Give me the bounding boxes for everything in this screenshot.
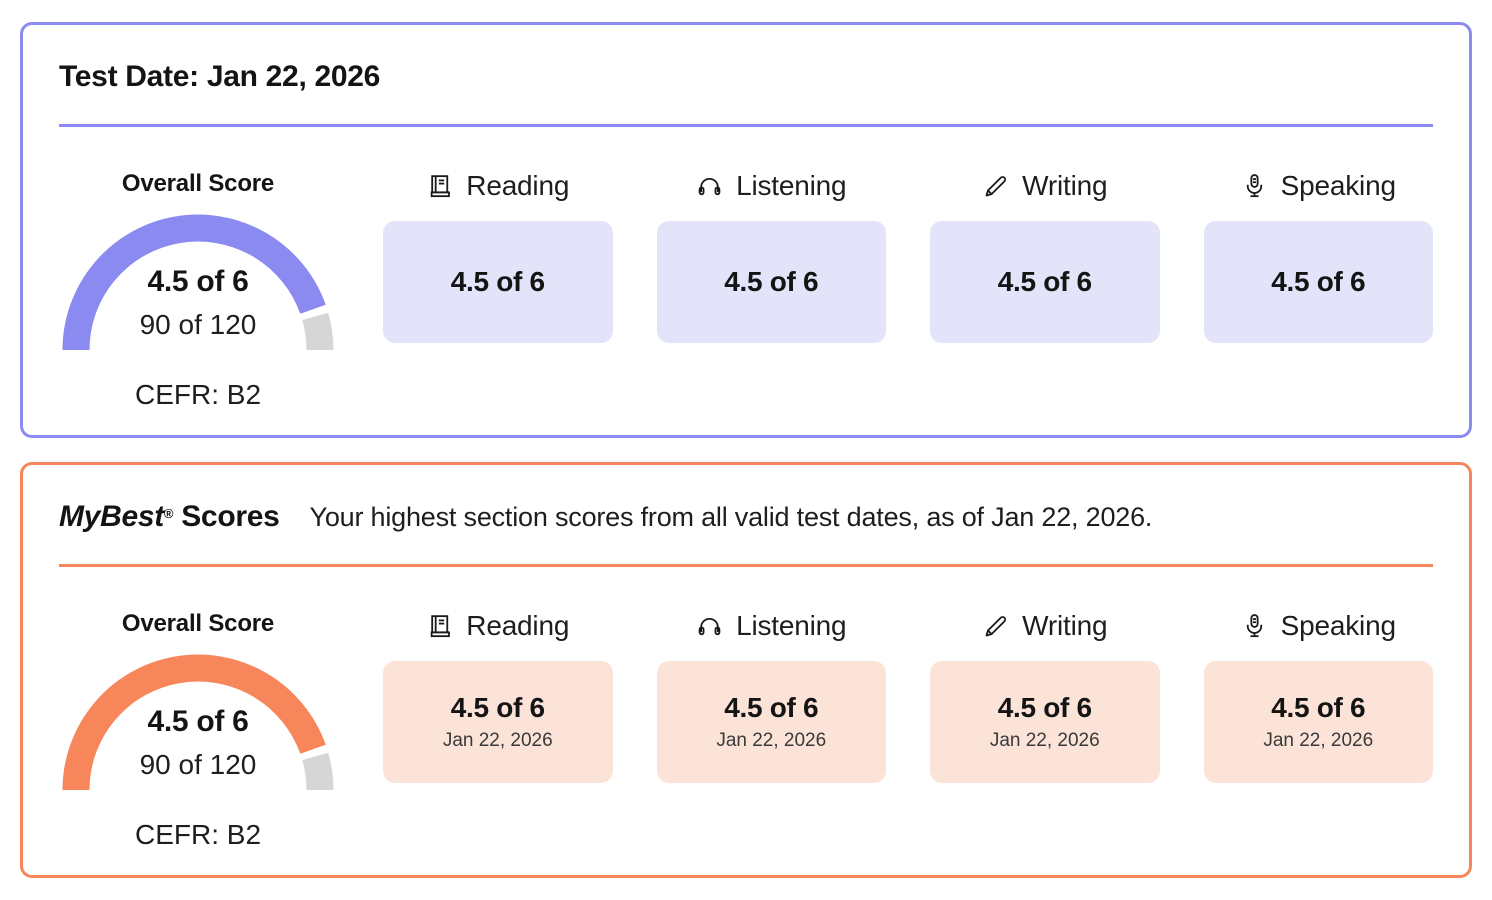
section-label: Listening (736, 170, 847, 201)
writing-score-box: 4.5 of 6 Jan 22, 2026 (930, 661, 1160, 783)
gauge-arc-svg (62, 654, 334, 791)
book-icon (426, 613, 453, 640)
section-reading: Reading 4.5 of 6 Jan 22, 2026 (383, 609, 613, 851)
writing-score: 4.5 of 6 (997, 691, 1092, 723)
section-label: Speaking (1280, 170, 1396, 201)
section-speaking: Speaking 4.5 of 6 Jan 22, 2026 (1203, 609, 1434, 851)
writing-score: 4.5 of 6 (997, 266, 1092, 297)
section-writing: Writing 4.5 of 6 Jan 22, 2026 (930, 609, 1160, 851)
cefr-level: CEFR: B2 (134, 819, 262, 850)
writing-score-date: Jan 22, 2026 (989, 729, 1100, 751)
speaking-header: Speaking (1204, 609, 1434, 643)
writing-score-box: 4.5 of 6 (930, 221, 1160, 343)
section-label: Reading (466, 170, 570, 201)
mybest-title: MyBest® Scores (59, 499, 280, 535)
microphone-icon (1241, 173, 1268, 200)
pencil-icon (982, 173, 1009, 200)
speaking-score-box: 4.5 of 6 Jan 22, 2026 (1203, 661, 1433, 783)
listening-header: Listening (657, 169, 887, 203)
listening-score-box: 4.5 of 6 Jan 22, 2026 (656, 661, 886, 783)
section-speaking: Speaking 4.5 of 6 (1203, 169, 1434, 411)
speaking-score: 4.5 of 6 (1271, 691, 1366, 723)
pencil-icon (982, 613, 1009, 640)
mybest-subtitle: Your highest section scores from all val… (309, 502, 1153, 532)
speaking-score: 4.5 of 6 (1271, 266, 1366, 297)
section-label: Writing (1022, 610, 1108, 641)
reading-score: 4.5 of 6 (450, 691, 545, 723)
overall-score-value: 4.5 of 6 (147, 705, 249, 738)
section-writing: Writing 4.5 of 6 (930, 169, 1160, 411)
reading-header: Reading (383, 169, 613, 203)
overall-score-label: Overall Score (121, 170, 275, 197)
speaking-header: Speaking (1204, 169, 1434, 203)
card-divider (59, 124, 1433, 127)
test-date-title-row: Test Date: Jan 22, 2026 (59, 59, 1433, 97)
listening-header: Listening (657, 609, 887, 643)
listening-score: 4.5 of 6 (724, 691, 819, 723)
section-listening: Listening 4.5 of 6 Jan 22, 2026 (656, 609, 887, 851)
section-label: Listening (736, 610, 847, 641)
reading-score-date: Jan 22, 2026 (442, 729, 553, 751)
overall-score-points: 90 of 120 (139, 749, 257, 780)
microphone-icon (1241, 613, 1268, 640)
mybest-brand: MyBest (59, 500, 164, 533)
cefr-level: CEFR: B2 (134, 379, 262, 410)
mybest-title-row: MyBest® Scores Your highest section scor… (59, 499, 1433, 537)
speaking-score-box: 4.5 of 6 (1203, 221, 1433, 343)
section-label: Reading (466, 610, 570, 641)
reading-header: Reading (383, 609, 613, 643)
overall-score-label: Overall Score (121, 610, 275, 637)
listening-score: 4.5 of 6 (724, 266, 819, 297)
section-scores: Reading 4.5 of 6 Listening 4.5 of 6 (383, 169, 1433, 411)
mybest-title-suffix: Scores (173, 500, 280, 533)
reading-score-box: 4.5 of 6 Jan 22, 2026 (383, 661, 613, 783)
headphones-icon (696, 613, 723, 640)
overall-score-block: Overall Score 4.5 of 6 90 of 120 CEFR: B… (59, 169, 337, 411)
mybest-overall-score-gauge: 4.5 of 6 90 of 120 (62, 650, 334, 791)
mybest-card: MyBest® Scores Your highest section scor… (20, 462, 1472, 878)
test-date-card: Test Date: Jan 22, 2026 Overall Score 4.… (20, 22, 1472, 438)
mybest-section-scores: Reading 4.5 of 6 Jan 22, 2026 Listening (383, 609, 1433, 851)
section-label: Speaking (1280, 610, 1396, 641)
writing-header: Writing (930, 169, 1160, 203)
speaking-score-date: Jan 22, 2026 (1263, 729, 1374, 751)
writing-header: Writing (930, 609, 1160, 643)
reading-score: 4.5 of 6 (450, 266, 545, 297)
listening-score-date: Jan 22, 2026 (716, 729, 827, 751)
registered-mark: ® (163, 506, 174, 521)
listening-score-box: 4.5 of 6 (656, 221, 886, 343)
overall-score-points: 90 of 120 (139, 309, 257, 340)
card-divider (59, 564, 1433, 567)
score-report: Test Date: Jan 22, 2026 Overall Score 4.… (20, 22, 1472, 878)
overall-score-value: 4.5 of 6 (147, 265, 249, 298)
section-label: Writing (1022, 170, 1108, 201)
mybest-content: Overall Score 4.5 of 6 90 of 120 CEFR: B… (59, 609, 1433, 851)
section-reading: Reading 4.5 of 6 (383, 169, 613, 411)
test-date-content: Overall Score 4.5 of 6 90 of 120 CEFR: B… (59, 169, 1433, 411)
mybest-overall-score-block: Overall Score 4.5 of 6 90 of 120 CEFR: B… (59, 609, 337, 851)
book-icon (426, 173, 453, 200)
section-listening: Listening 4.5 of 6 (656, 169, 887, 411)
test-date-title: Test Date: Jan 22, 2026 (59, 60, 381, 93)
gauge-arc-svg (62, 214, 334, 351)
reading-score-box: 4.5 of 6 (383, 221, 613, 343)
overall-score-gauge: 4.5 of 6 90 of 120 (62, 210, 334, 351)
headphones-icon (696, 173, 723, 200)
